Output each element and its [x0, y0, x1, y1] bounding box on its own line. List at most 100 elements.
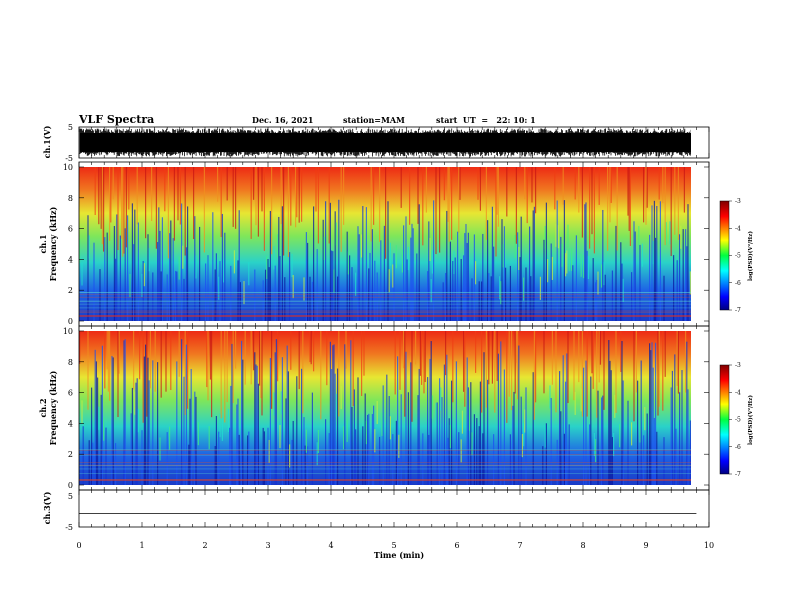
y-tick-label: 0	[68, 317, 73, 326]
spectrogram-streak	[142, 260, 144, 321]
spectrogram-streak	[238, 210, 240, 321]
spectrogram-streak	[117, 167, 119, 251]
spectrogram-streak	[103, 167, 105, 252]
colorbar-tick-label: -4	[735, 225, 741, 232]
spectrogram-streak	[562, 355, 564, 485]
spectrogram-streak	[93, 242, 95, 321]
spectrogram-streak	[187, 331, 189, 409]
spectrogram-streak	[459, 167, 461, 200]
spectrogram-streak	[585, 202, 587, 321]
spectrogram-streak	[257, 383, 259, 485]
spectrogram-streak	[424, 331, 426, 383]
spectrogram-streak	[482, 433, 484, 485]
spectrogram-streak	[471, 432, 473, 456]
spectrogram-streak	[298, 331, 300, 390]
spectrogram-streak	[262, 427, 264, 485]
spectrogram-streak	[283, 167, 285, 256]
spectrogram-streak	[508, 331, 510, 397]
spectrogram-streak	[389, 242, 391, 266]
y-tick-label: 8	[68, 194, 73, 203]
spectrogram-streak	[221, 213, 223, 321]
spectrogram-streak	[117, 331, 119, 418]
spectrogram-streak	[491, 206, 493, 321]
spectrogram-streak	[425, 167, 427, 213]
spectrogram-streak	[250, 167, 252, 239]
spectrogram-streak	[248, 431, 250, 485]
spectrogram-streak	[363, 331, 365, 376]
spectrogram-streak	[254, 352, 256, 485]
spectrogram-streak	[169, 426, 171, 450]
spectrogram-streak	[446, 210, 448, 321]
spectrogram-streak	[281, 206, 283, 321]
spectrogram-streak	[689, 420, 691, 485]
spectrogram-streak	[147, 357, 149, 485]
spectrogram-streak	[185, 247, 187, 321]
spectrogram-streak	[524, 167, 526, 200]
spectrogram-streak	[405, 216, 407, 321]
spectrogram-streak	[571, 247, 573, 271]
spectrogram-streak	[214, 269, 216, 321]
spectrogram-streak	[212, 212, 214, 321]
spectrogram-streak	[514, 234, 516, 259]
spectrogram-streak	[273, 392, 275, 416]
spectrogram-streak	[578, 167, 580, 213]
spectrogram-streak	[535, 167, 537, 214]
colorbar-tick-label: -6	[735, 444, 741, 451]
spectrogram-streak	[173, 167, 175, 241]
spectrogram-streak	[131, 387, 133, 485]
spectrogram-streak	[583, 367, 585, 485]
spectrogram-streak	[284, 277, 286, 321]
spectrogram-streak	[113, 226, 115, 321]
spectrogram-streak	[81, 400, 83, 424]
spectrogram-streak	[533, 331, 535, 420]
spectrogram-streak	[335, 222, 337, 246]
spectrogram-streak	[497, 353, 499, 485]
spectrogram-streak	[520, 396, 522, 485]
spectrogram-streak	[563, 200, 565, 321]
spectrogram-streak	[315, 167, 317, 212]
spectrogram-streak	[622, 380, 624, 485]
spectrogram-streak	[253, 331, 255, 371]
spectrogram-streak	[493, 246, 495, 321]
spectrogram-streak	[449, 424, 451, 449]
spectrogram-streak	[503, 369, 505, 485]
ch1-wave-ylabel: ch.1(V)	[42, 125, 52, 158]
x-tick-label: 3	[265, 541, 270, 550]
spectrogram-streak	[303, 417, 305, 485]
spectrogram-streak	[677, 167, 679, 240]
spectrogram-streak	[347, 251, 349, 275]
spectrogram-band	[79, 449, 691, 451]
x-tick-label: 4	[328, 541, 333, 550]
spectrogram-streak	[531, 167, 533, 203]
spectrogram-band	[79, 468, 691, 470]
spectrogram-streak	[583, 255, 585, 279]
spectrogram-streak	[101, 345, 103, 485]
spectrogram-streak	[197, 422, 199, 446]
spectrogram-streak	[431, 395, 433, 419]
colorbar-tick-label: -4	[735, 389, 741, 396]
spectrogram-streak	[290, 167, 292, 226]
spectrogram-streak	[655, 342, 657, 485]
spectrogram-streak	[423, 331, 425, 394]
spectrogram-streak	[345, 331, 347, 369]
spectrogram-streak	[271, 331, 273, 409]
spectrogram-streak	[92, 442, 94, 485]
spectrogram-streak	[221, 417, 223, 441]
spectrogram-streak	[155, 167, 157, 249]
spectrogram-streak	[559, 371, 561, 485]
spectrogram-band	[79, 449, 691, 450]
y-tick-label: 8	[68, 358, 73, 367]
spectrogram-streak	[333, 344, 335, 485]
spectrogram-streak	[389, 416, 391, 440]
spectrogram-band	[79, 301, 691, 303]
spectrogram-streak	[601, 264, 603, 288]
spectrogram-streak	[110, 167, 112, 223]
spectrogram-streak	[464, 233, 466, 321]
spectrogram-streak	[253, 167, 255, 200]
spectrogram-streak	[217, 167, 219, 202]
spectrogram-streak	[261, 331, 263, 416]
spectrogram-streak	[133, 244, 135, 321]
spectrogram-streak	[166, 432, 168, 485]
spectrogram-streak	[544, 225, 546, 250]
spectrogram-streak	[487, 220, 489, 321]
